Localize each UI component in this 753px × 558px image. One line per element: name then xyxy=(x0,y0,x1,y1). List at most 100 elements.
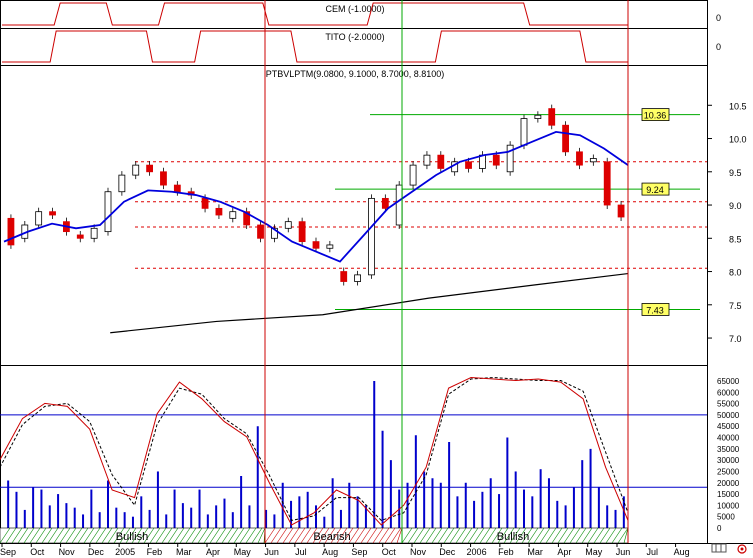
candle-body xyxy=(478,154,486,169)
candle-body xyxy=(354,274,362,282)
candle-body xyxy=(104,191,112,233)
candle-body xyxy=(284,221,292,229)
regime-hatch xyxy=(71,527,83,544)
volume-tick-label: 20000 xyxy=(717,479,740,488)
tito-line xyxy=(2,30,628,63)
regime-hatch xyxy=(479,527,491,544)
regime-hatch xyxy=(527,527,539,544)
regime-hatch xyxy=(503,527,515,544)
regime-hatch xyxy=(125,527,137,544)
cem-axis-zero: 0 xyxy=(716,13,721,23)
x-tick-label: 2006 xyxy=(467,547,487,557)
tito-title: TITO (-2.0000) xyxy=(325,32,384,42)
regime-hatch xyxy=(401,527,413,544)
regime-hatch xyxy=(425,527,437,544)
price-level-label: 10.36 xyxy=(644,111,667,121)
price-level-tag xyxy=(641,182,670,196)
candle-body xyxy=(395,184,403,226)
regime-hatch xyxy=(509,527,521,544)
regime-hatch xyxy=(545,527,557,544)
regime-hatch xyxy=(23,527,35,544)
volume-panel: 6500060000550005000045000400003500030000… xyxy=(0,0,740,544)
regime-hatch xyxy=(257,527,266,544)
regime-hatch xyxy=(131,527,143,544)
candle-body xyxy=(298,221,306,243)
regime-hatch xyxy=(143,527,155,544)
x-tick-label: Oct xyxy=(382,547,397,557)
price-tick-label: 7.0 xyxy=(729,334,742,344)
regime-hatch xyxy=(89,527,101,544)
candle-body xyxy=(76,234,84,239)
regime-hatch xyxy=(581,527,593,544)
candle-body xyxy=(492,154,500,166)
price-level-label: 9.24 xyxy=(646,185,664,195)
regime-hatch xyxy=(251,527,263,544)
candle-body xyxy=(465,161,472,169)
volume-tick-label: 65000 xyxy=(717,377,740,386)
regime-hatch xyxy=(593,527,605,544)
oscillator-main-line xyxy=(0,377,629,526)
candle-body xyxy=(437,154,445,169)
x-tick-label: Sep xyxy=(351,547,367,557)
regime-hatch xyxy=(396,527,403,544)
regime-hatch xyxy=(473,527,485,544)
regime-hatch xyxy=(276,527,288,544)
regime-hatch xyxy=(587,527,599,544)
regime-hatch xyxy=(245,527,257,544)
regime-hatch xyxy=(227,527,239,544)
sigma-icon[interactable] xyxy=(737,544,747,554)
regime-hatch xyxy=(431,527,443,544)
regime-hatch xyxy=(575,527,587,544)
candle-body xyxy=(312,241,320,249)
regime-hatch xyxy=(449,527,461,544)
regime-hatch xyxy=(137,527,149,544)
candle-body xyxy=(35,211,43,226)
regime-hatch xyxy=(264,527,276,544)
regime-hatch xyxy=(623,527,629,544)
x-tick-label: May xyxy=(234,547,252,557)
candle-body xyxy=(7,217,15,246)
candle-body xyxy=(368,197,375,276)
x-tick-label: Mar xyxy=(527,547,543,557)
x-tick-label: Oct xyxy=(30,547,45,557)
regime-hatch xyxy=(336,527,348,544)
regime-hatch xyxy=(161,527,173,544)
regime-hatch xyxy=(77,527,89,544)
mini-grid-icon[interactable] xyxy=(711,543,727,553)
regime-hatch xyxy=(107,527,119,544)
regime-hatch xyxy=(95,527,107,544)
candle-body xyxy=(243,211,251,226)
regime-hatch xyxy=(65,527,77,544)
candle-body xyxy=(201,197,209,209)
regime-hatch xyxy=(0,527,11,544)
regime-hatch xyxy=(390,527,402,544)
x-tick-label: Apr xyxy=(206,547,220,557)
price-level-label: 7.43 xyxy=(646,305,664,315)
x-axis: Sep Oct Nov Dec 2005 Feb Mar Apr May Jun Jul Aug Sep… xyxy=(0,543,690,557)
price-panel: 10.5 10.0 9.5 9.0 8.5 8.0 7.5 7.0 10.36 9.24 7.43 xyxy=(3,101,747,344)
regime-hatch xyxy=(306,527,318,544)
candle-body xyxy=(215,207,223,216)
regime-hatch xyxy=(29,527,41,544)
x-tick-label: Dec xyxy=(439,547,456,557)
candle-body xyxy=(617,204,625,218)
regime-hatch xyxy=(515,527,527,544)
candle-body xyxy=(340,271,348,282)
regime-label-3: Bullish xyxy=(497,531,529,543)
price-level-tag xyxy=(641,303,670,316)
x-tick-label: Aug xyxy=(674,547,690,557)
candle-body xyxy=(257,224,264,239)
candle-body xyxy=(270,227,278,239)
candle-body xyxy=(326,244,334,249)
regime-label-2: Bearish xyxy=(313,531,350,543)
regime-hatch xyxy=(294,527,306,544)
regime-hatch xyxy=(221,527,233,544)
candle-body xyxy=(520,118,528,146)
candle-body xyxy=(562,124,569,153)
volume-tick-label: 5000 xyxy=(717,513,735,522)
candle-body xyxy=(146,164,154,173)
regime-hatch xyxy=(300,527,312,544)
x-tick-label: Feb xyxy=(147,547,163,557)
candle-body xyxy=(548,108,556,126)
